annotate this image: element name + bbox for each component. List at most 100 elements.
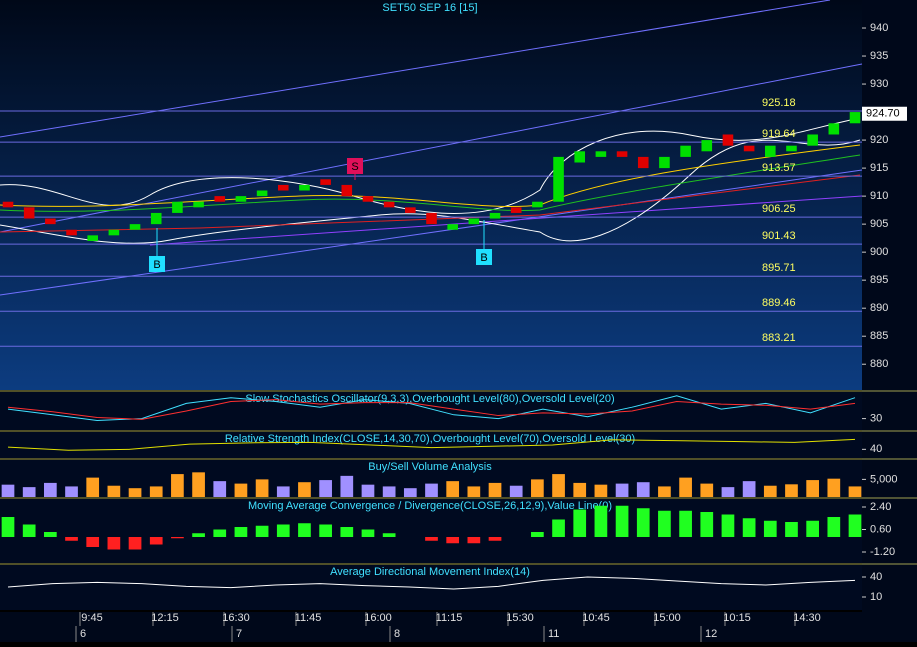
bar: [43, 482, 57, 497]
signal-box: [347, 158, 363, 174]
candle: [426, 212, 437, 225]
level-label: 913.57: [762, 162, 796, 174]
main-panel: [0, 0, 862, 390]
time-tick-label: 16:00: [364, 612, 392, 624]
bar: [340, 527, 354, 537]
bar: [827, 517, 841, 537]
bar: [700, 483, 714, 497]
y-tick-label: 905: [870, 218, 888, 230]
indicator-panel: [0, 432, 862, 458]
candle: [256, 190, 268, 197]
y-tick-label: 880: [870, 358, 888, 370]
y-tick-label: 5,000: [870, 473, 898, 485]
candle: [595, 151, 607, 157]
time-tick-label: 10:45: [582, 612, 610, 624]
candle: [66, 229, 77, 236]
bar: [700, 512, 714, 537]
overlays: [0, 117, 861, 244]
date-tick-label: 6: [80, 628, 86, 640]
bar: [43, 532, 57, 537]
bar: [615, 483, 629, 497]
chart-title: SET50 SEP 16 [15]: [382, 2, 477, 14]
panel-title: Buy/Sell Volume Analysis: [368, 461, 492, 473]
indicator-line: [7, 399, 856, 420]
signal-label: S: [351, 161, 358, 173]
time-tick-label: 14:30: [793, 612, 821, 624]
bar: [573, 509, 587, 537]
signal-label: B: [153, 259, 160, 271]
bar: [234, 483, 248, 497]
bar: [446, 537, 460, 544]
bar: [255, 479, 269, 497]
level-label: 895.71: [762, 262, 796, 274]
bar: [171, 537, 184, 539]
bar: [319, 524, 332, 537]
bar: [149, 486, 163, 497]
candle: [765, 145, 776, 157]
indicator-line: [7, 438, 856, 451]
panel-title: Average Directional Movement Index(14): [330, 566, 530, 578]
bar: [679, 477, 692, 497]
candle: [701, 140, 713, 152]
y-tick-label: 10: [870, 591, 882, 603]
candle: [532, 201, 543, 208]
date-tick-label: 11: [548, 628, 559, 640]
last-price-box: [862, 106, 907, 121]
y-tick-label: 40: [870, 443, 882, 455]
date-tick-label: 8: [394, 628, 400, 640]
bar: [467, 537, 481, 544]
bar: [488, 537, 502, 541]
bar: [467, 486, 481, 497]
y-tick-label: 935: [870, 50, 888, 62]
bar: [827, 478, 841, 497]
bar: [22, 524, 36, 537]
bar: [636, 508, 650, 537]
bar: [65, 486, 78, 497]
bar: [149, 537, 163, 545]
candle: [129, 224, 141, 230]
indicator-panel: [0, 392, 862, 430]
bar: [594, 505, 608, 537]
time-tick-label: 9:45: [81, 612, 102, 624]
moving-average: [0, 174, 861, 233]
bar: [806, 480, 820, 497]
bar: [848, 486, 862, 497]
bar: [636, 482, 650, 497]
bar: [425, 537, 438, 541]
bar: [763, 520, 777, 537]
candle: [341, 184, 353, 197]
last-price-label: 924.70: [866, 108, 900, 120]
candle: [277, 184, 289, 191]
signal-box: [149, 256, 165, 272]
y-tick-label: 890: [870, 302, 888, 314]
candle: [616, 151, 628, 157]
bar: [361, 529, 375, 537]
y-tick-label: 915: [870, 162, 888, 174]
candle: [405, 207, 416, 213]
candle: [786, 145, 797, 152]
bar: [86, 477, 100, 497]
candle: [849, 112, 861, 124]
bar: [107, 537, 121, 550]
bollinger-upper: [0, 117, 861, 214]
candle: [108, 229, 120, 236]
panel-title: Slow Stochastics Oscillator(9,3,3),Overb…: [245, 393, 614, 405]
bar: [213, 529, 227, 537]
bar: [552, 474, 565, 497]
candle: [235, 196, 247, 202]
bar: [128, 537, 142, 550]
bar: [594, 484, 608, 497]
bar: [128, 488, 142, 497]
candle: [743, 145, 755, 152]
y-tick-label: 940: [870, 22, 888, 34]
y-tick-label: 920: [870, 134, 888, 146]
moving-average: [0, 154, 861, 212]
y-tick-label: 895: [870, 274, 888, 286]
candle: [87, 235, 98, 241]
bar: [785, 522, 798, 537]
bar: [22, 487, 36, 497]
bar: [192, 533, 205, 537]
level-label: 889.46: [762, 297, 796, 309]
bar: [531, 479, 544, 497]
candle: [722, 134, 734, 146]
